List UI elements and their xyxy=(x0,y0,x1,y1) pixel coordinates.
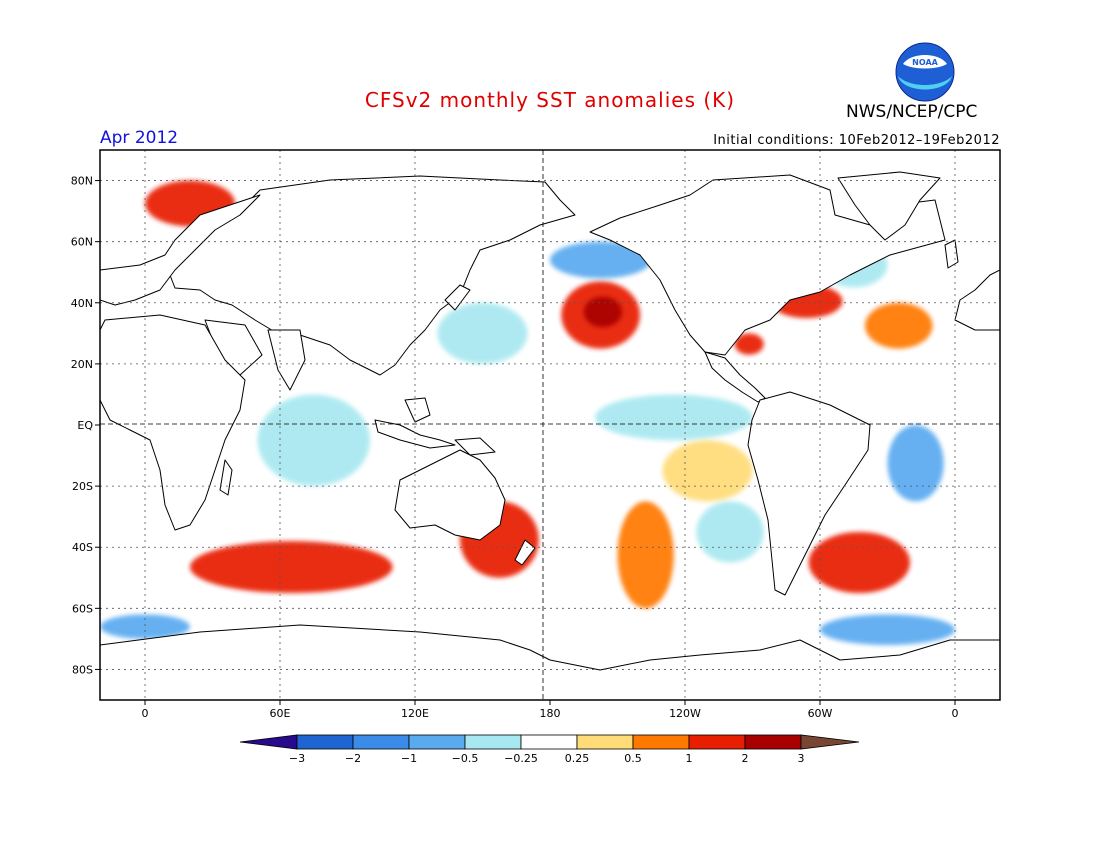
greenland xyxy=(837,171,941,241)
colorbar-label: 0.25 xyxy=(565,752,590,765)
lon-tick-label: 60W xyxy=(808,707,833,720)
anomaly-region-equatorial-east-pacific-cool xyxy=(595,394,753,441)
anomaly-region-north-atlantic-warm xyxy=(865,302,933,349)
colorbar-label: 3 xyxy=(798,752,805,765)
lat-tick-label: 60N xyxy=(71,236,93,249)
colorbar: −3 −2 −1 −0.5 −0.25 0.25 0.5 1 2 3 xyxy=(239,734,860,765)
anomaly-region-southeast-pacific-warm xyxy=(662,440,753,502)
new-zealand xyxy=(514,539,536,566)
africa xyxy=(100,314,246,531)
anomaly-region-north-pacific-core xyxy=(583,296,622,328)
lat-tick-label: 60S xyxy=(72,602,93,615)
japan xyxy=(444,284,471,311)
anomaly-region-kuroshio-mixed xyxy=(437,302,528,364)
madagascar xyxy=(219,459,233,496)
colorbar-segment xyxy=(296,734,354,750)
lat-tick-label: 20S xyxy=(72,480,93,493)
australia xyxy=(394,449,506,541)
colorbar-label: 2 xyxy=(742,752,749,765)
anomaly-region-bering-cold xyxy=(550,241,652,279)
noaa-logo-icon: NOAA xyxy=(895,42,955,102)
colorbar-segment xyxy=(688,734,746,750)
lat-tick-label: EQ xyxy=(77,419,93,432)
lon-tick-label: 60E xyxy=(270,707,291,720)
antarctica xyxy=(100,624,1000,700)
lon-tick-label: 0 xyxy=(142,707,149,720)
land-layer xyxy=(100,171,1000,700)
anomaly-region-antarctic-cold-east xyxy=(100,614,190,639)
organization-label: NWS/NCEP/CPC xyxy=(846,102,978,122)
colorbar-right-arrow xyxy=(800,734,860,750)
chart-title: CFSv2 monthly SST anomalies (K) xyxy=(364,88,736,112)
south-america xyxy=(747,391,871,596)
lon-tick-labels: 0 60E 120E 180 120W 60W 0 xyxy=(142,700,959,720)
initial-conditions-label: Initial conditions: 10Feb2012–19Feb2012 xyxy=(713,133,1000,148)
lon-tick-label: 120W xyxy=(669,707,701,720)
colorbar-label: −1 xyxy=(401,752,417,765)
europe-wrap xyxy=(954,269,1000,331)
colorbar-segment xyxy=(632,734,690,750)
anomaly-region-south-atlantic-warm xyxy=(808,531,910,594)
logo-text: NOAA xyxy=(912,58,938,67)
new-guinea xyxy=(454,437,496,456)
anomaly-region-southeast-pacific-cold xyxy=(696,501,764,563)
graticule xyxy=(100,150,1000,700)
colorbar-segment xyxy=(576,734,634,750)
colorbar-segment xyxy=(464,734,522,750)
colorbar-label: −0.5 xyxy=(452,752,479,765)
lon-tick-label: 180 xyxy=(540,707,561,720)
lon-tick-label: 0 xyxy=(952,707,959,720)
colorbar-left-arrow xyxy=(239,734,298,750)
anomaly-region-gulf-of-mexico-warm xyxy=(734,333,764,355)
month-label: Apr 2012 xyxy=(100,128,179,148)
anomaly-region-antarctic-cold-atlantic xyxy=(820,614,955,645)
anomaly-region-southern-ocean-warm-indian xyxy=(190,541,393,594)
colorbar-segment xyxy=(408,734,466,750)
lat-tick-label: 20N xyxy=(71,358,93,371)
colorbar-label: 0.5 xyxy=(624,752,642,765)
colorbar-label: −3 xyxy=(289,752,305,765)
lon-tick-label: 120E xyxy=(401,707,429,720)
colorbar-segment xyxy=(520,734,578,750)
india xyxy=(267,329,306,391)
borneo xyxy=(404,397,431,423)
colorbar-label: −0.25 xyxy=(504,752,538,765)
lat-tick-label: 40S xyxy=(72,541,93,554)
colorbar-segment xyxy=(352,734,410,750)
colorbar-label: −2 xyxy=(345,752,361,765)
lat-tick-label: 80N xyxy=(71,175,93,188)
anomaly-region-southern-ocean-warm-pacific xyxy=(617,501,674,609)
lat-tick-label: 80S xyxy=(72,663,93,676)
colorbar-label: 1 xyxy=(686,752,693,765)
anomaly-region-south-atlantic-cold xyxy=(887,425,944,502)
lat-tick-labels: 80N 60N 40N 20N EQ 20S 40S 60S 80S xyxy=(71,175,100,676)
colorbar-segment xyxy=(744,734,802,750)
lat-tick-label: 40N xyxy=(71,297,93,310)
anomaly-region-indian-ocean-cool xyxy=(257,394,370,487)
